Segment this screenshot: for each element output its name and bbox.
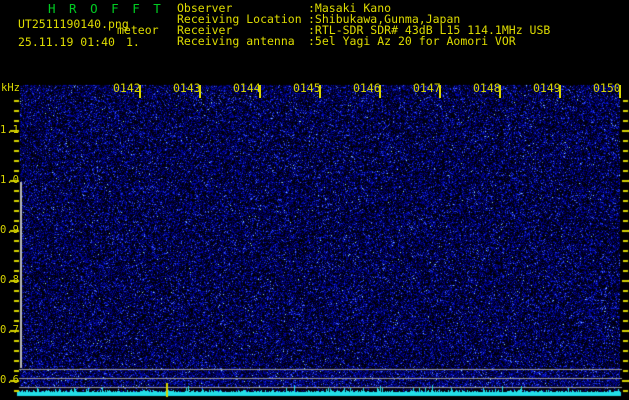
time-tick-label: 0144 — [233, 81, 261, 95]
header-field-value: :RTL-SDR SDR# 43dB L15 114.1MHz USB — [308, 23, 551, 37]
frequency-axis-unit: kHz — [1, 82, 20, 94]
header-field-label: Receiving Location — [177, 12, 302, 26]
time-tick-label: 0147 — [413, 81, 441, 95]
time-tick-mark — [259, 85, 261, 98]
time-tick-label: 0143 — [173, 81, 201, 95]
time-tick-mark — [379, 85, 381, 98]
frequency-tick-label: 0.6 — [0, 374, 19, 386]
frequency-tick-label: 0.8 — [0, 274, 19, 286]
header-field-value: :Masaki Kano — [308, 1, 392, 15]
time-tick-label: 0148 — [473, 81, 501, 95]
time-tick-mark — [439, 85, 441, 98]
time-tick-mark — [559, 85, 561, 98]
header-field-label: Observer — [177, 1, 233, 15]
time-tick-mark — [319, 85, 321, 98]
echo-counter: 1. — [126, 35, 140, 49]
filename-overlay-text: meteor — [117, 23, 159, 37]
header-field-label: Receiving antenna — [177, 34, 295, 48]
time-tick-mark — [139, 85, 141, 98]
header-field-label: Receiver — [177, 23, 233, 37]
time-tick-mark — [619, 85, 621, 98]
frequency-tick-label: 1.1 — [0, 124, 19, 136]
time-tick-label: 0146 — [353, 81, 381, 95]
time-tick-label: 0149 — [533, 81, 561, 95]
app-title: H R O F F T — [48, 1, 164, 16]
header-field-value: :Shibukawa,Gunma,Japan — [308, 12, 461, 26]
header-field-value: :5el Yagi Az 20 for Aomori VOR — [308, 34, 516, 48]
time-tick-mark — [199, 85, 201, 98]
filename-text: UT2511190140.png — [18, 17, 129, 31]
time-tick-label: 0142 — [113, 81, 141, 95]
time-tick-label: 0150 — [593, 81, 621, 95]
frequency-tick-label: 1.0 — [0, 174, 19, 186]
time-tick-mark — [499, 85, 501, 98]
frequency-tick-label: 0.7 — [0, 324, 19, 336]
frequency-tick-label: 0.9 — [0, 224, 19, 236]
datetime-text: 25.11.19 01:40 — [18, 35, 115, 49]
time-tick-label: 0145 — [293, 81, 321, 95]
